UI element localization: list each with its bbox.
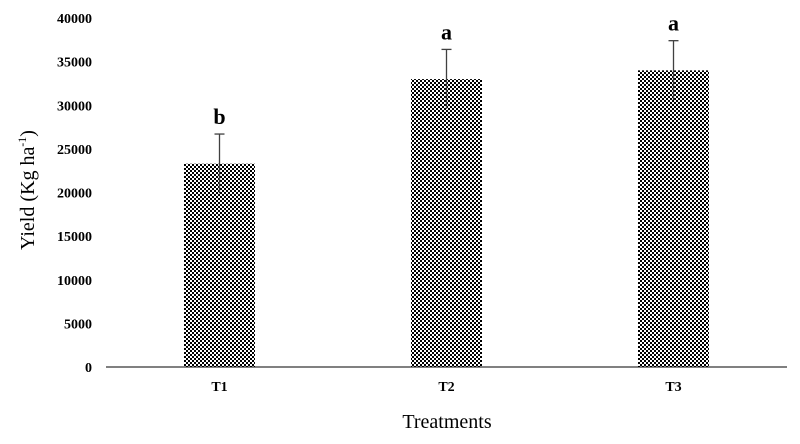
y-tick-label: 35000 — [57, 56, 92, 71]
bar-t2 — [411, 79, 482, 367]
bar-t3 — [638, 70, 709, 367]
x-axis-title: Treatments — [402, 411, 491, 433]
y-axis-title: Yield (Kg ha-1) — [15, 130, 39, 250]
y-tick-label: 30000 — [57, 99, 92, 114]
y-axis-title-main: Yield (Kg ha — [17, 147, 39, 250]
y-tick-label: 40000 — [57, 12, 92, 27]
bars-group — [184, 70, 709, 367]
x-tick-label: T2 — [438, 380, 454, 395]
x-tick-label: T3 — [665, 380, 681, 395]
y-tick-label: 25000 — [57, 143, 92, 158]
significance-letter: a — [441, 19, 452, 44]
y-tick-label: 15000 — [57, 230, 92, 245]
x-axis-tick-labels: T1 T2 T3 — [211, 380, 681, 395]
y-axis-tick-labels: 0 5000 10000 15000 20000 25000 30000 35000 40000 — [57, 12, 92, 376]
y-tick-label: 20000 — [57, 187, 92, 202]
significance-letter: b — [213, 104, 225, 129]
significance-letter: a — [668, 11, 679, 36]
x-tick-label: T1 — [211, 380, 227, 395]
error-bars-group — [214, 40, 679, 194]
y-tick-label: 5000 — [64, 317, 92, 332]
y-tick-label: 0 — [85, 361, 92, 376]
y-axis-title-close: ) — [17, 130, 39, 137]
bar-t1 — [184, 163, 255, 367]
y-tick-label: 10000 — [57, 274, 92, 289]
y-axis-title-superscript: -1 — [15, 137, 29, 147]
significance-letters-group: b a a — [213, 11, 679, 129]
